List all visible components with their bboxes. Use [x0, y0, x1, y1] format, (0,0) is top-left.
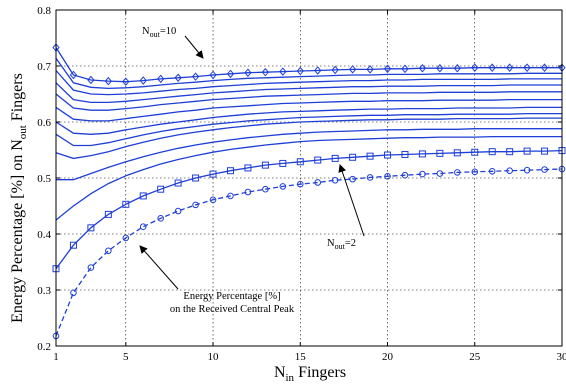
annotation-line-1: Energy Percentage [%]: [183, 291, 280, 302]
svg-text:Nout=10: Nout=10: [142, 26, 176, 39]
series-line: [56, 151, 562, 269]
annotation-line-2: on the Received Central Peak: [170, 304, 295, 315]
data-point-circle: [175, 208, 181, 214]
x-tick-label: 5: [123, 351, 129, 363]
series-13: [53, 166, 565, 338]
annotation-arrow-nout-2: [340, 165, 364, 236]
series-group: [53, 44, 565, 339]
x-tick-label: 30: [557, 351, 566, 363]
data-point-circle: [71, 290, 77, 296]
series-2: [56, 58, 562, 88]
series-line: [56, 58, 562, 88]
y-tick-label: 0.6: [37, 117, 51, 129]
y-tick-label: 0.5: [37, 173, 51, 185]
annotation-arrow-nout-10: [185, 36, 203, 58]
svg-text:Nout=2: Nout=2: [327, 238, 356, 251]
series-line: [56, 107, 562, 134]
series-line: [56, 169, 562, 336]
annotation-nout-10: Nout=10: [142, 26, 203, 58]
annotation-arrow-central-peak: [140, 246, 178, 289]
data-point-circle: [140, 224, 146, 230]
x-axis-title: Nin Fingers: [274, 364, 346, 384]
x-tick-label: 1: [53, 351, 59, 363]
series-7: [56, 107, 562, 134]
annotation-central-peak: Energy Percentage [%] on the Received Ce…: [140, 246, 295, 315]
y-tick-label: 0.8: [37, 5, 51, 17]
data-point-circle: [106, 248, 112, 254]
y-tick-label: 0.3: [37, 285, 51, 297]
data-point-circle: [88, 265, 94, 271]
y-axis-title: Energy Percentage [%] on Nout Fingers: [9, 73, 29, 323]
x-tick-label: 20: [382, 351, 394, 363]
y-tick-label: 0.7: [37, 61, 51, 73]
x-tick-label: 10: [208, 351, 220, 363]
y-tick-label: 0.2: [37, 341, 51, 353]
x-tick-label: 15: [295, 351, 307, 363]
series-12: [53, 148, 565, 272]
grid-lines: [56, 10, 562, 346]
y-tick-label: 0.4: [37, 229, 51, 241]
x-tick-label: 25: [469, 351, 481, 363]
